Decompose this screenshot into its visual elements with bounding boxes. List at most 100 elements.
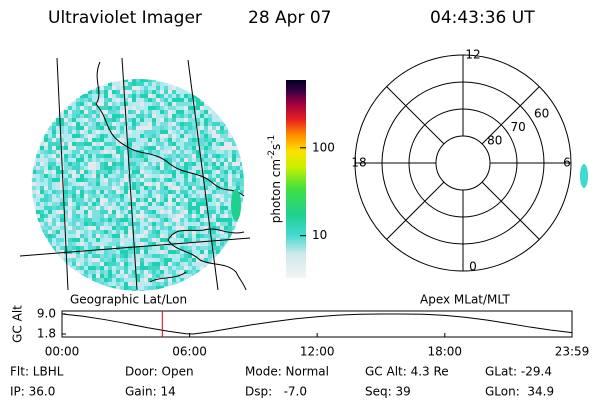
speckle-cell <box>44 226 48 230</box>
speckle-cell <box>88 230 92 234</box>
speckle-cell <box>124 110 128 114</box>
speckle-cell <box>36 174 40 178</box>
speckle-cell <box>60 138 64 142</box>
speckle-cell <box>104 102 108 106</box>
lat-circle <box>381 81 545 245</box>
speckle-cell <box>184 278 188 282</box>
speckle-cell <box>160 134 164 138</box>
speckle-cell <box>136 154 140 158</box>
speckle-cell <box>72 222 76 226</box>
speckle-cell <box>172 162 176 166</box>
speckle-cell <box>176 278 180 282</box>
speckle-cell <box>156 94 160 98</box>
speckle-cell <box>164 266 168 270</box>
speckle-cell <box>224 138 228 142</box>
speckle-cell <box>112 270 116 274</box>
speckle-cell <box>88 186 92 190</box>
speckle-cell <box>204 266 208 270</box>
speckle-cell <box>68 234 72 238</box>
speckle-cell <box>132 174 136 178</box>
speckle-cell <box>224 170 228 174</box>
speckle-cell <box>148 130 152 134</box>
speckle-cell <box>200 238 204 242</box>
status-field: Flt: LBHL <box>10 365 64 379</box>
speckle-cell <box>64 262 68 266</box>
speckle-cell <box>124 79 128 82</box>
speckle-cell <box>188 222 192 226</box>
speckle-cell <box>152 226 156 230</box>
speckle-cell <box>168 118 172 122</box>
speckle-cell <box>172 226 176 230</box>
speckle-cell <box>128 282 132 286</box>
speckle-cell <box>128 150 132 154</box>
speckle-cell <box>116 130 120 134</box>
speckle-cell <box>96 134 100 138</box>
y-tick-label: 9.0 <box>37 307 56 321</box>
speckle-cell <box>92 258 96 262</box>
speckle-cell <box>192 206 196 210</box>
speckle-cell <box>208 246 212 250</box>
speckle-cell <box>180 126 184 130</box>
speckle-cell <box>168 106 172 110</box>
speckle-cell <box>172 262 176 266</box>
speckle-cell <box>148 170 152 174</box>
speckle-cell <box>188 154 192 158</box>
speckle-cell <box>176 146 180 150</box>
speckle-cell <box>108 286 112 290</box>
speckle-cell <box>188 206 192 210</box>
speckle-cell <box>76 134 80 138</box>
speckle-cell <box>180 170 184 174</box>
speckle-cell <box>120 238 124 242</box>
speckle-cell <box>100 278 104 282</box>
speckle-cell <box>52 206 56 210</box>
speckle-cell <box>224 126 228 130</box>
speckle-cell <box>228 154 232 158</box>
status-field: Door: Open <box>125 365 194 379</box>
speckle-cell <box>180 118 184 122</box>
speckle-cell <box>60 126 64 130</box>
speckle-cell <box>132 126 136 130</box>
speckle-cell <box>60 186 64 190</box>
speckle-cell <box>108 242 112 246</box>
speckle-cell <box>136 130 140 134</box>
speckle-cell <box>116 158 120 162</box>
speckle-cell <box>124 242 128 246</box>
speckle-cell <box>200 150 204 154</box>
speckle-cell <box>132 146 136 150</box>
speckle-cell <box>140 246 144 250</box>
speckle-cell <box>156 186 160 190</box>
speckle-cell <box>96 238 100 242</box>
speckle-cell <box>140 286 144 290</box>
speckle-cell <box>120 206 124 210</box>
speckle-cell <box>108 278 112 282</box>
speckle-cell <box>64 158 68 162</box>
speckle-cell <box>232 222 236 226</box>
speckle-cell <box>72 182 76 186</box>
speckle-cell <box>188 254 192 258</box>
speckle-cell <box>128 170 132 174</box>
speckle-cell <box>32 194 36 198</box>
speckle-cell <box>136 114 140 118</box>
speckle-cell <box>148 162 152 166</box>
speckle-cell <box>56 234 60 238</box>
speckle-cell <box>220 146 224 150</box>
speckle-cell <box>180 142 184 146</box>
speckle-cell <box>156 286 160 290</box>
speckle-cell <box>64 174 68 178</box>
speckle-cell <box>32 186 36 190</box>
speckle-cell <box>128 79 132 82</box>
speckle-cell <box>152 198 156 202</box>
speckle-cell <box>244 170 248 174</box>
speckle-cell <box>168 90 172 94</box>
speckle-cell <box>244 194 248 198</box>
speckle-cell <box>152 274 156 278</box>
speckle-cell <box>56 186 60 190</box>
speckle-cell <box>92 110 96 114</box>
speckle-cell <box>80 154 84 158</box>
speckle-cell <box>84 146 88 150</box>
speckle-cell <box>96 258 100 262</box>
speckle-cell <box>212 218 216 222</box>
speckle-cell <box>196 242 200 246</box>
speckle-cell <box>108 226 112 230</box>
speckle-cell <box>136 234 140 238</box>
